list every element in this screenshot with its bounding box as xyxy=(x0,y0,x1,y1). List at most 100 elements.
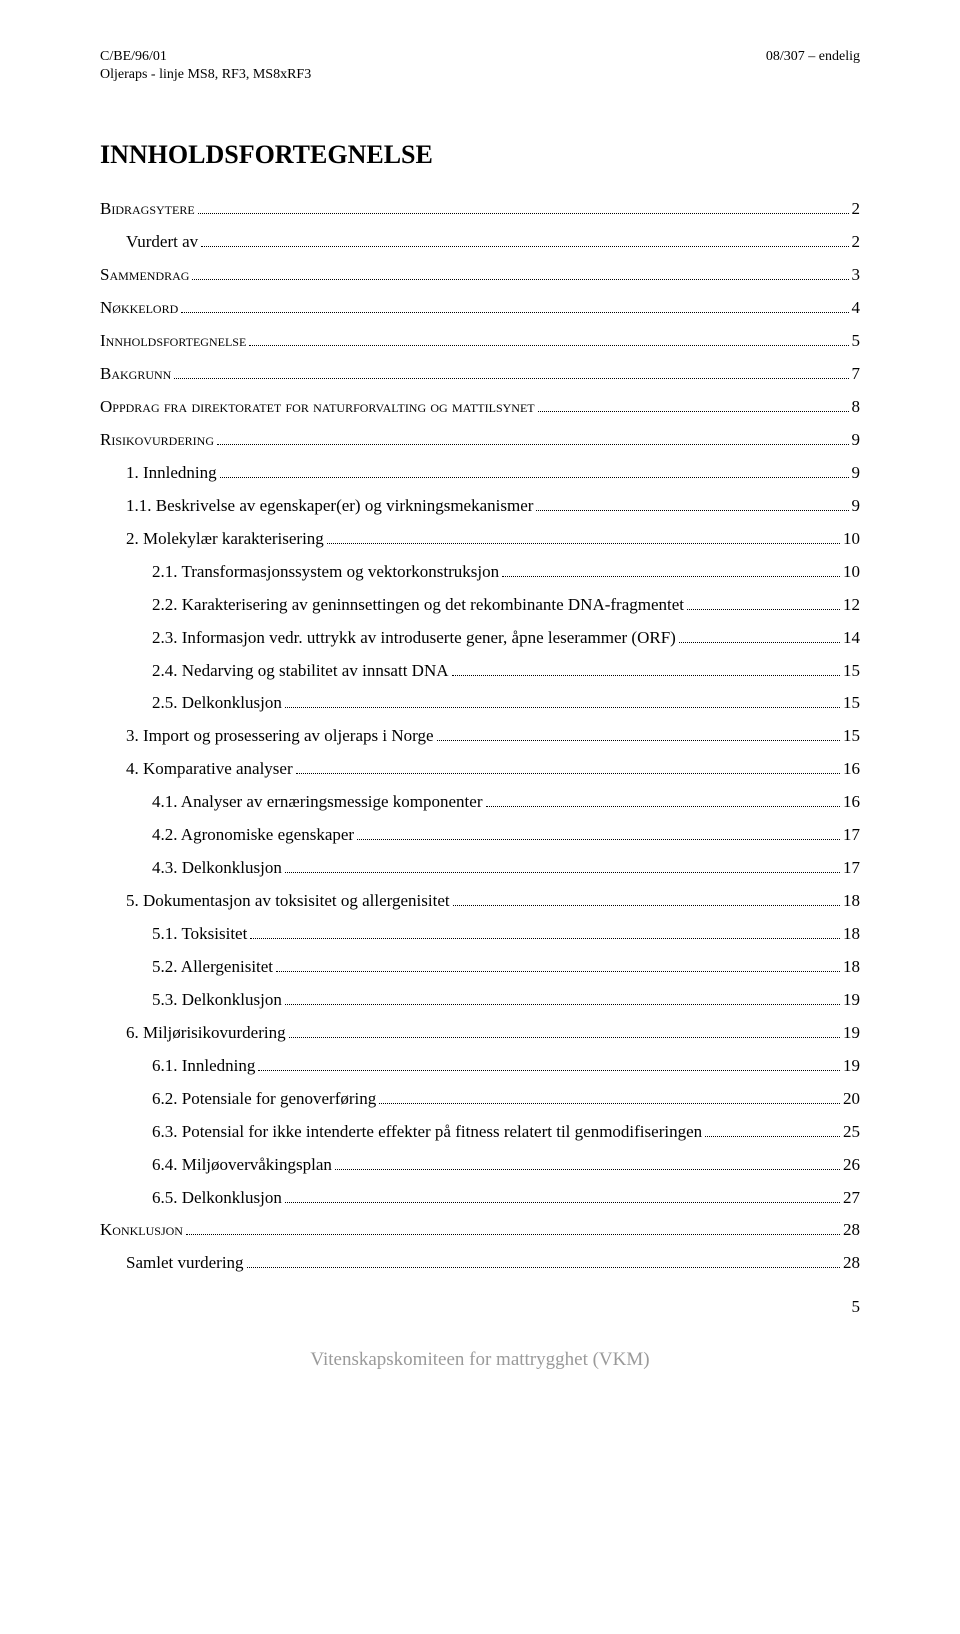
toc-page: 9 xyxy=(852,462,861,485)
toc-row: 6.3. Potensial for ikke intenderte effek… xyxy=(152,1121,860,1144)
toc-page: 2 xyxy=(852,198,861,221)
toc-page: 15 xyxy=(843,692,860,715)
toc-page: 9 xyxy=(852,429,861,452)
toc-page: 19 xyxy=(843,989,860,1012)
toc-page: 28 xyxy=(843,1219,860,1242)
toc-leader-dots xyxy=(181,312,848,313)
toc-row: Innholdsfortegnelse5 xyxy=(100,330,860,353)
toc-label: 2.5. Delkonklusjon xyxy=(152,692,282,715)
header-right: 08/307 – endelig xyxy=(766,48,860,84)
toc-label: 6.1. Innledning xyxy=(152,1055,255,1078)
toc-label: 1. Innledning xyxy=(126,462,217,485)
toc-page: 20 xyxy=(843,1088,860,1111)
toc-label: 2.3. Informasjon vedr. uttrykk av introd… xyxy=(152,627,676,650)
toc-label: 6.4. Miljøovervåkingsplan xyxy=(152,1154,332,1177)
toc-leader-dots xyxy=(258,1070,840,1071)
toc-label: 2.4. Nedarving og stabilitet av innsatt … xyxy=(152,660,449,683)
toc-page: 10 xyxy=(843,528,860,551)
toc-row: 2.1. Transformasjonssystem og vektorkons… xyxy=(152,561,860,584)
toc-label: 3. Import og prosessering av oljeraps i … xyxy=(126,725,434,748)
toc-leader-dots xyxy=(486,806,841,807)
toc-page: 16 xyxy=(843,758,860,781)
toc-leader-dots xyxy=(536,510,848,511)
toc-page: 28 xyxy=(843,1252,860,1275)
toc-page: 7 xyxy=(852,363,861,386)
toc-leader-dots xyxy=(220,477,849,478)
toc-label: Konklusjon xyxy=(100,1219,183,1242)
toc-row: 2.5. Delkonklusjon 15 xyxy=(152,692,860,715)
toc-page: 17 xyxy=(843,824,860,847)
toc-row: 5.2. Allergenisitet 18 xyxy=(152,956,860,979)
toc-label: Vurdert av xyxy=(126,231,198,254)
toc-label: 1.1. Beskrivelse av egenskaper(er) og vi… xyxy=(126,495,533,518)
toc-leader-dots xyxy=(217,444,848,445)
toc-leader-dots xyxy=(276,971,840,972)
toc-page: 26 xyxy=(843,1154,860,1177)
toc-leader-dots xyxy=(357,839,840,840)
toc-leader-dots xyxy=(285,872,840,873)
toc-label: 4. Komparative analyser xyxy=(126,758,293,781)
toc-row: 5.3. Delkonklusjon19 xyxy=(152,989,860,1012)
toc-row: 2.4. Nedarving og stabilitet av innsatt … xyxy=(152,660,860,683)
toc-leader-dots xyxy=(198,213,849,214)
toc-leader-dots xyxy=(285,707,840,708)
toc-row: Konklusjon 28 xyxy=(100,1219,860,1242)
toc-row: 4.1. Analyser av ernæringsmessige kompon… xyxy=(152,791,860,814)
toc-leader-dots xyxy=(192,279,848,280)
toc-page: 17 xyxy=(843,857,860,880)
toc-row: 3. Import og prosessering av oljeraps i … xyxy=(126,725,860,748)
toc-row: Bakgrunn 7 xyxy=(100,363,860,386)
toc-page: 25 xyxy=(843,1121,860,1144)
header-subject: Oljeraps - linje MS8, RF3, MS8xRF3 xyxy=(100,66,311,84)
toc-leader-dots xyxy=(502,576,840,577)
page-header: C/BE/96/01 Oljeraps - linje MS8, RF3, MS… xyxy=(100,48,860,84)
toc-leader-dots xyxy=(437,740,840,741)
toc-leader-dots xyxy=(285,1004,840,1005)
toc-label: Sammendrag xyxy=(100,264,189,287)
toc-label: Bidragsytere xyxy=(100,198,195,221)
toc-label: 4.3. Delkonklusjon xyxy=(152,857,282,880)
toc-page: 9 xyxy=(852,495,861,518)
toc-row: 6.5. Delkonklusjon27 xyxy=(152,1187,860,1210)
toc-label: 6.2. Potensiale for genoverføring xyxy=(152,1088,376,1111)
toc-row: Risikovurdering 9 xyxy=(100,429,860,452)
toc-label: 6.3. Potensial for ikke intenderte effek… xyxy=(152,1121,702,1144)
toc-label: Nøkkelord xyxy=(100,297,178,320)
toc-row: 6.1. Innledning 19 xyxy=(152,1055,860,1078)
toc-leader-dots xyxy=(327,543,840,544)
header-doc-id: C/BE/96/01 xyxy=(100,48,311,66)
toc-label: Bakgrunn xyxy=(100,363,171,386)
toc-label: Samlet vurdering xyxy=(126,1252,244,1275)
toc-page: 12 xyxy=(843,594,860,617)
toc-page: 16 xyxy=(843,791,860,814)
toc-row: Sammendrag3 xyxy=(100,264,860,287)
toc-page: 10 xyxy=(843,561,860,584)
toc-label: Oppdrag fra direktoratet for naturforval… xyxy=(100,396,535,419)
toc-page: 19 xyxy=(843,1055,860,1078)
toc-leader-dots xyxy=(247,1267,840,1268)
toc-row: 6. Miljørisikovurdering19 xyxy=(126,1022,860,1045)
toc-leader-dots xyxy=(379,1103,840,1104)
toc-row: 4. Komparative analyser 16 xyxy=(126,758,860,781)
toc-label: 2.2. Karakterisering av geninnsettingen … xyxy=(152,594,684,617)
toc-page: 18 xyxy=(843,923,860,946)
toc-row: Oppdrag fra direktoratet for naturforval… xyxy=(100,396,860,419)
toc-page: 5 xyxy=(852,330,861,353)
toc-leader-dots xyxy=(289,1037,840,1038)
toc-leader-dots xyxy=(335,1169,840,1170)
toc-leader-dots xyxy=(679,642,840,643)
toc-row: 6.4. Miljøovervåkingsplan 26 xyxy=(152,1154,860,1177)
toc-leader-dots xyxy=(174,378,848,379)
toc-leader-dots xyxy=(285,1202,840,1203)
table-of-contents: Bidragsytere 2 Vurdert av 2 Sammendrag3 Nøkke… xyxy=(100,198,860,1275)
toc-leader-dots xyxy=(452,675,840,676)
toc-page: 18 xyxy=(843,956,860,979)
toc-label: 5.2. Allergenisitet xyxy=(152,956,273,979)
toc-page: 15 xyxy=(843,725,860,748)
header-left: C/BE/96/01 Oljeraps - linje MS8, RF3, MS… xyxy=(100,48,311,84)
toc-label: 5.1. Toksisitet xyxy=(152,923,247,946)
page-number: 5 xyxy=(100,1297,860,1317)
toc-page: 2 xyxy=(852,231,861,254)
toc-label: 2. Molekylær karakterisering xyxy=(126,528,324,551)
toc-label: Risikovurdering xyxy=(100,429,214,452)
